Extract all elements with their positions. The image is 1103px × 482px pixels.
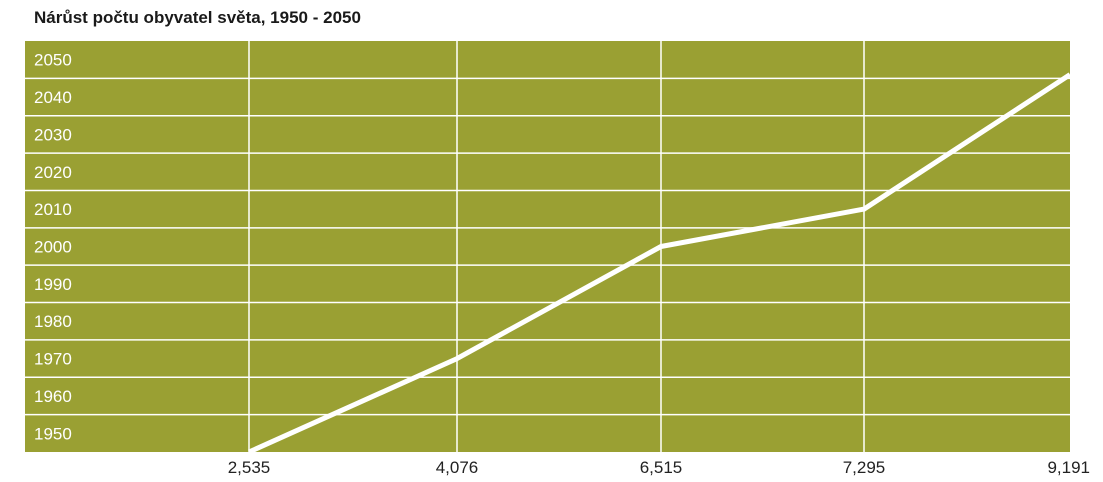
y-axis-tick-labels: 2050 2040 2030 2020 2010 2000 1990 1980 1970 1960… [34, 51, 72, 444]
x-tick-label: 4,076 [436, 458, 479, 477]
y-tick-label: 2000 [34, 238, 72, 257]
y-tick-label: 2020 [34, 163, 72, 182]
y-tick-label: 2010 [34, 200, 72, 219]
y-tick-label: 1980 [34, 312, 72, 331]
x-tick-label: 7,295 [843, 458, 886, 477]
y-tick-label: 1970 [34, 350, 72, 369]
plot-area [25, 41, 1070, 452]
y-tick-label: 2050 [34, 51, 72, 70]
x-tick-label: 2,535 [228, 458, 271, 477]
y-tick-label: 1960 [34, 387, 72, 406]
series-line [247, 72, 1072, 455]
chart-title: Nárůst počtu obyvatel světa, 1950 - 2050 [34, 8, 361, 27]
y-tick-label: 2040 [34, 88, 72, 107]
x-tick-label: 6,515 [640, 458, 683, 477]
y-tick-label: 1990 [34, 275, 72, 294]
x-tick-label: 9,191 [1047, 458, 1090, 477]
x-axis-tick-labels: 2,535 4,076 6,515 7,295 9,191 [228, 458, 1090, 477]
vertical-gridlines [248, 41, 865, 452]
y-tick-label: 1950 [34, 424, 72, 443]
y-tick-label: 2030 [34, 125, 72, 144]
